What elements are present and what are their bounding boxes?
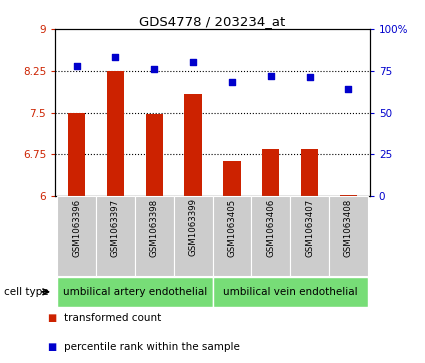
Text: GSM1063396: GSM1063396 [72,199,81,257]
Bar [212,277,368,307]
Bar [184,94,202,196]
Text: GSM1063405: GSM1063405 [227,199,236,257]
Text: umbilical vein endothelial: umbilical vein endothelial [223,287,357,297]
Point [190,60,196,65]
Point [306,74,313,80]
Point [73,63,80,69]
Bar [57,196,96,276]
Text: GSM1063408: GSM1063408 [344,199,353,257]
Text: GSM1063399: GSM1063399 [189,199,198,256]
Bar [57,277,212,307]
Bar [340,195,357,196]
Text: percentile rank within the sample: percentile rank within the sample [64,342,240,352]
Text: umbilical artery endothelial: umbilical artery endothelial [63,287,207,297]
Bar [96,196,135,276]
Bar [135,196,174,276]
Bar [223,161,241,196]
Bar [262,149,280,196]
Bar [174,196,212,276]
Title: GDS4778 / 203234_at: GDS4778 / 203234_at [139,15,286,28]
Text: transformed count: transformed count [64,313,161,323]
Text: GSM1063407: GSM1063407 [305,199,314,257]
Point [345,86,352,92]
Text: GSM1063398: GSM1063398 [150,199,159,257]
Bar [301,149,318,196]
Bar [329,196,368,276]
Bar [251,196,290,276]
Point [112,54,119,60]
Bar [145,114,163,196]
Point [267,73,274,79]
Bar [212,196,251,276]
Point [151,66,158,72]
Bar [107,71,124,196]
Text: ■: ■ [47,342,56,352]
Text: cell type: cell type [4,287,49,297]
Text: GSM1063397: GSM1063397 [111,199,120,257]
Bar [68,113,85,196]
Bar [290,196,329,276]
Text: ■: ■ [47,313,56,323]
Point [229,79,235,85]
Text: GSM1063406: GSM1063406 [266,199,275,257]
